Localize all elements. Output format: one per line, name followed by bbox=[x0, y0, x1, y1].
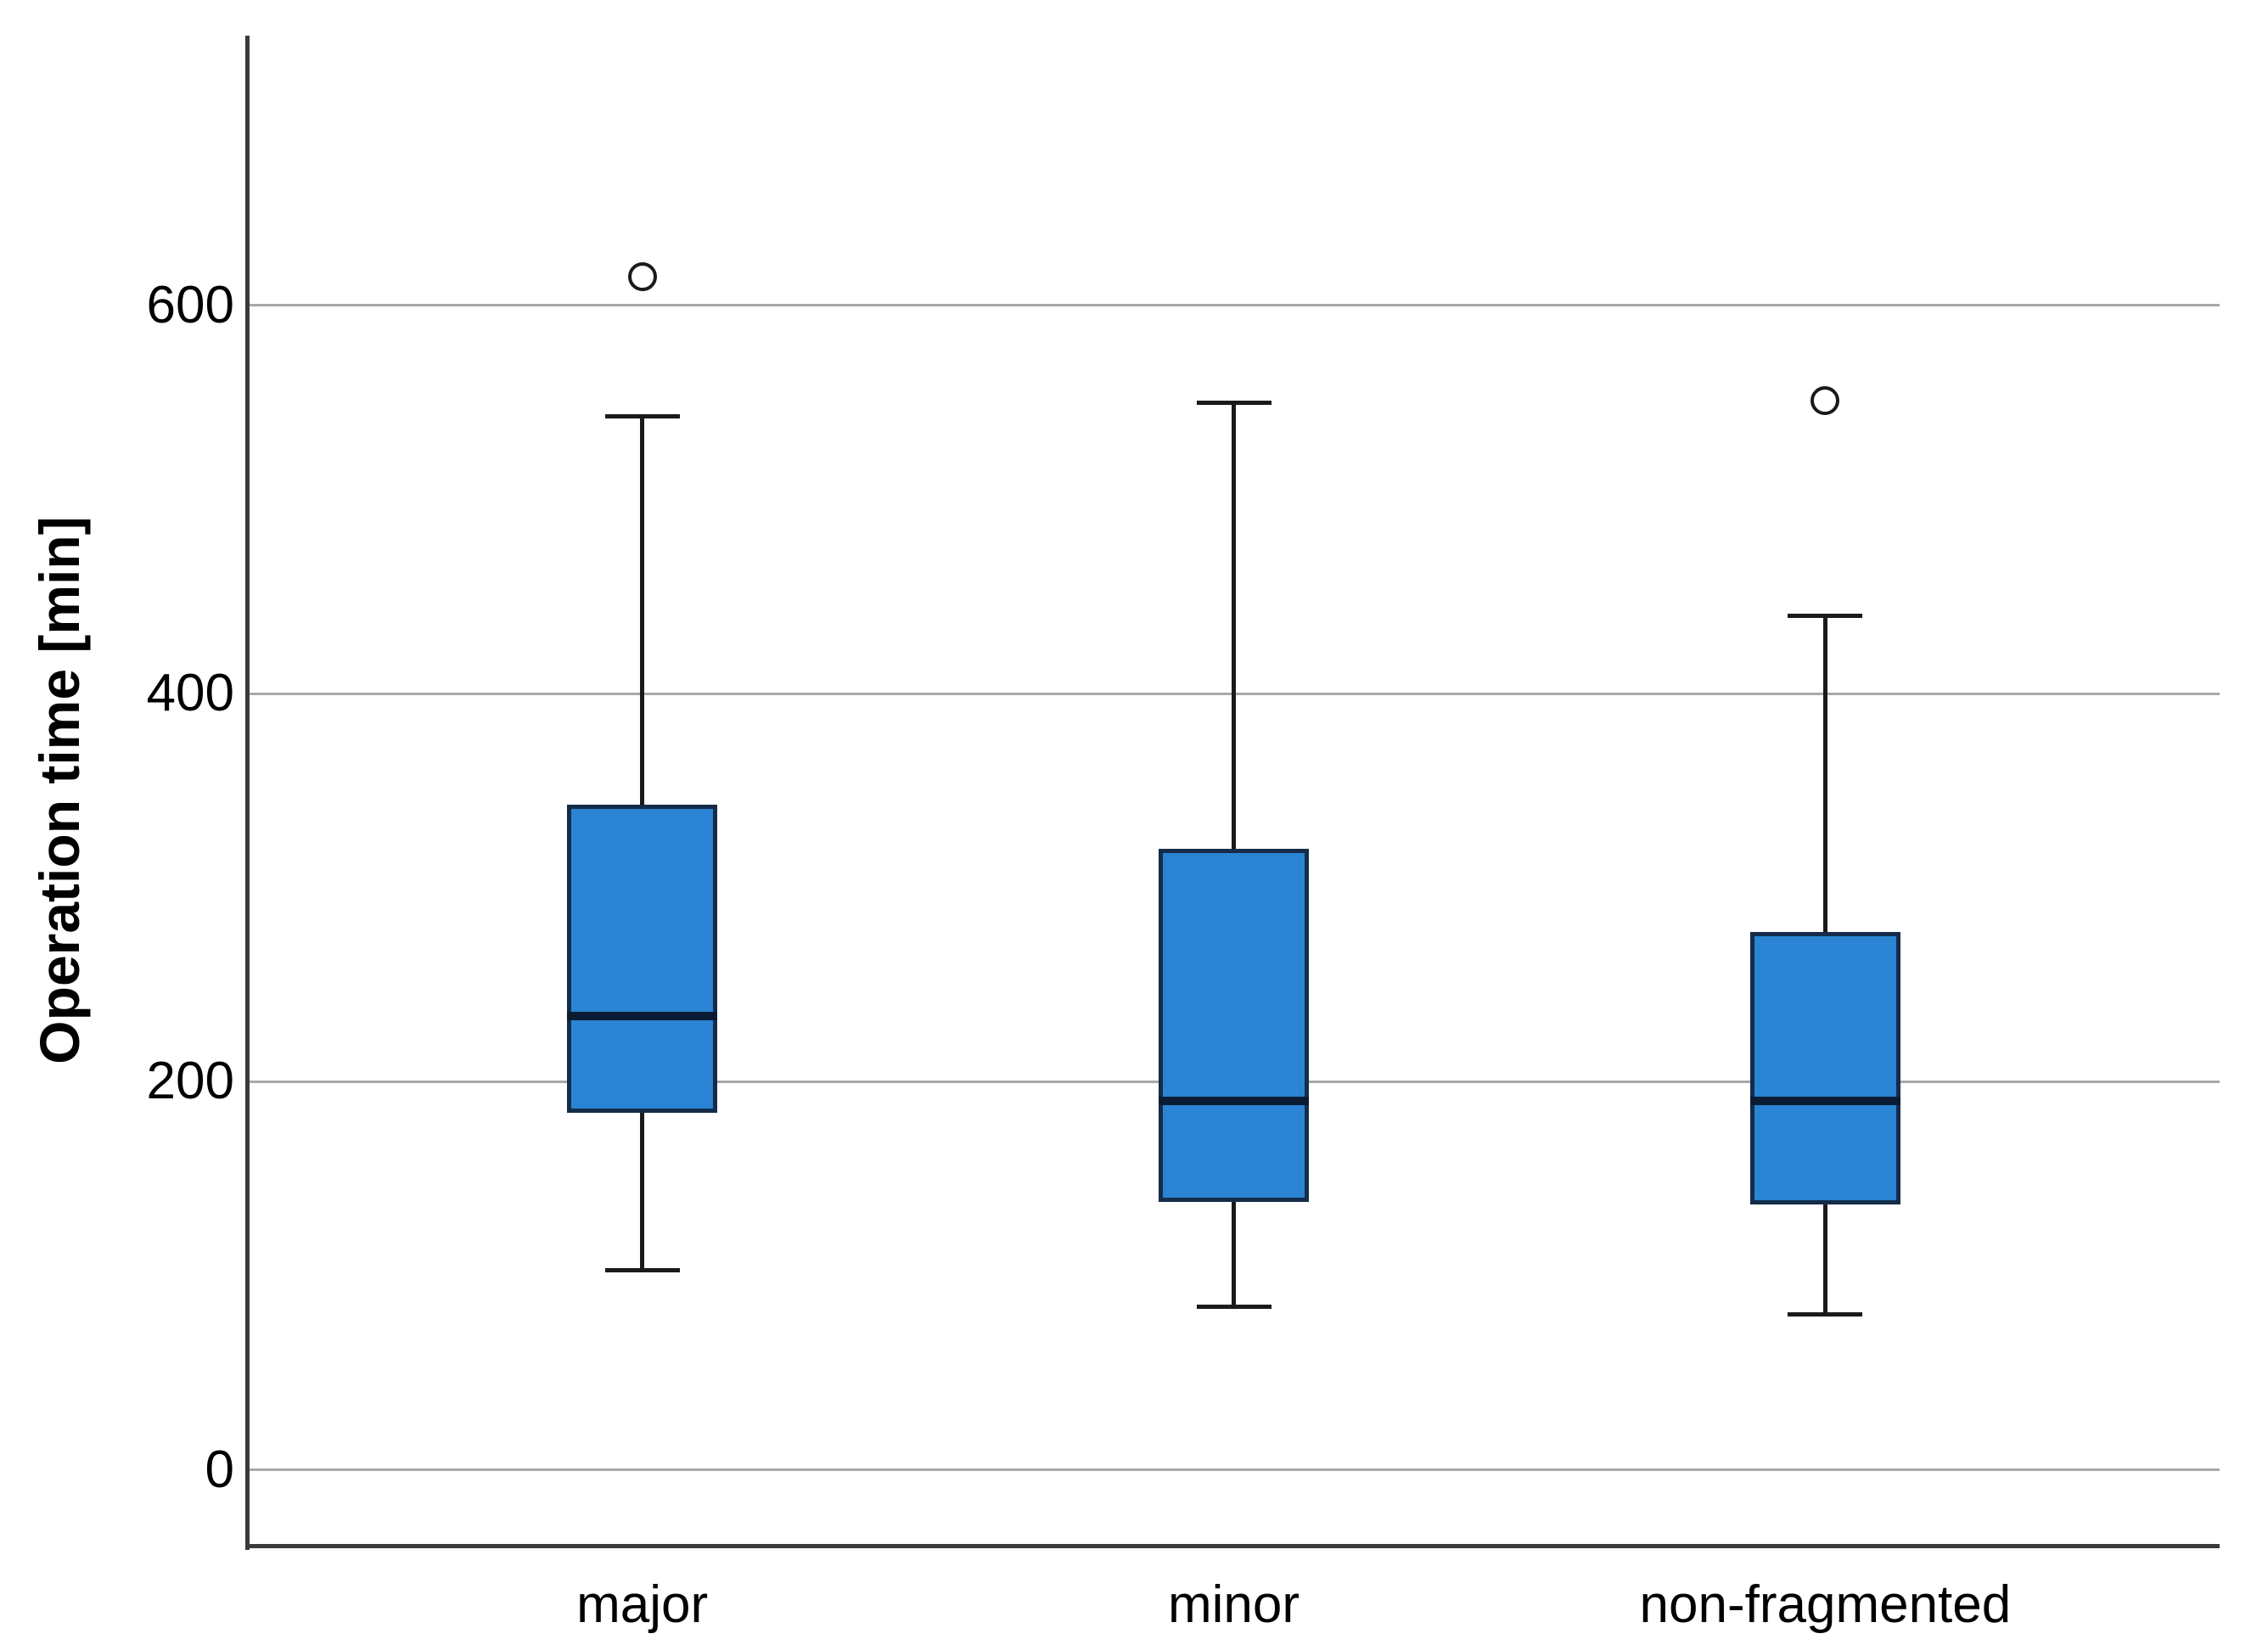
xlabel-minor: minor bbox=[1167, 1575, 1300, 1634]
whisker-cap-top-major bbox=[604, 413, 680, 418]
box-major bbox=[567, 804, 718, 1114]
whisker-cap-bottom-non-fragmented bbox=[1788, 1312, 1863, 1317]
ytick-label-0: 0 bbox=[205, 1440, 234, 1499]
whisker-cap-bottom-minor bbox=[1196, 1305, 1272, 1310]
outlier-major-0 bbox=[627, 261, 657, 291]
ytick-label-200: 200 bbox=[146, 1052, 234, 1111]
xlabel-major: major bbox=[576, 1575, 709, 1634]
whisker-cap-top-non-fragmented bbox=[1788, 614, 1863, 619]
xlabel-non-fragmented: non-fragmented bbox=[1639, 1575, 2012, 1634]
median-line-non-fragmented bbox=[1749, 1097, 1900, 1106]
gridline-0 bbox=[248, 1468, 2220, 1472]
y-axis-line bbox=[245, 36, 250, 1550]
gridline-600 bbox=[248, 304, 2220, 307]
outlier-non-fragmented-0 bbox=[1810, 385, 1840, 415]
x-axis-line bbox=[245, 1544, 2220, 1548]
ytick-label-600: 600 bbox=[146, 275, 234, 334]
y-axis-title: Operation time [min] bbox=[28, 516, 91, 1064]
box-minor bbox=[1159, 849, 1309, 1203]
whisker-cap-bottom-major bbox=[604, 1267, 680, 1272]
whisker-cap-top-minor bbox=[1196, 400, 1272, 405]
box-non-fragmented bbox=[1749, 932, 1900, 1204]
median-line-minor bbox=[1159, 1097, 1309, 1106]
median-line-major bbox=[567, 1011, 718, 1020]
ytick-label-400: 400 bbox=[146, 664, 234, 723]
